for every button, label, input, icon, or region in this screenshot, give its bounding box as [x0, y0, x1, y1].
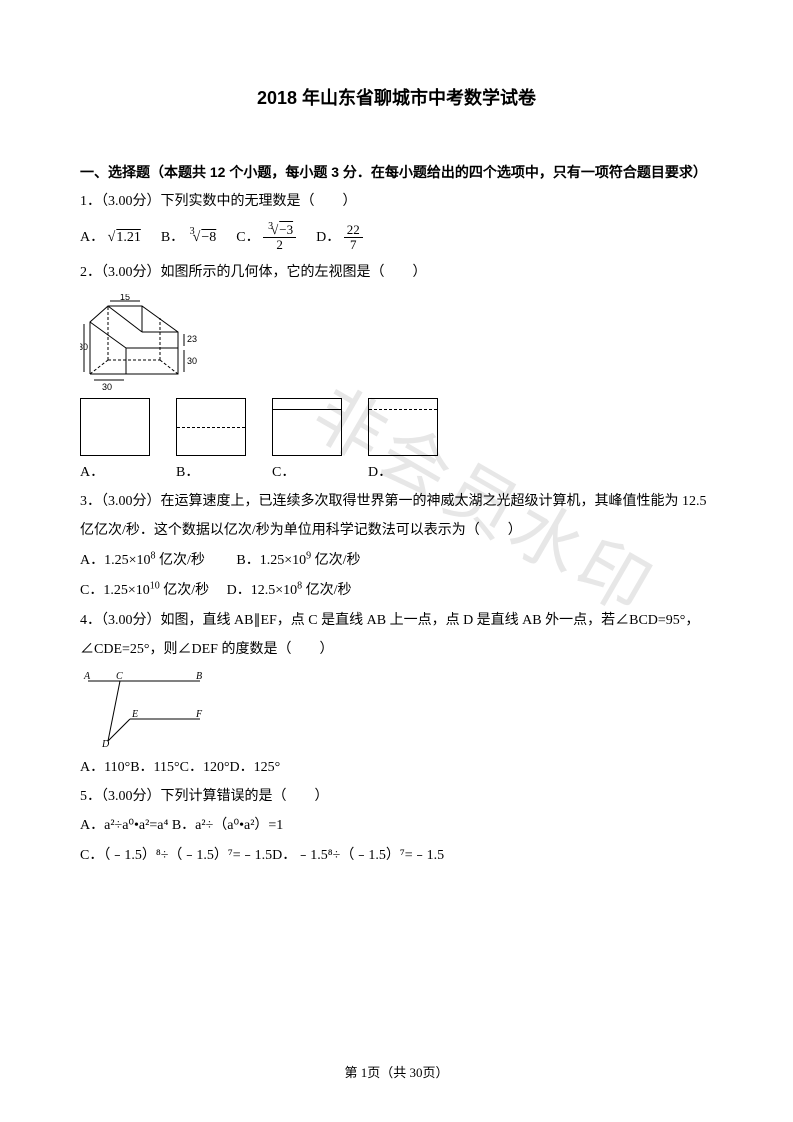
q2-dim-top: 15 — [120, 294, 130, 302]
q1-options: A． √1.21 B． 3√−8 C． 3√−3 2 D． 22 7 — [80, 223, 713, 253]
q5-row1: A．a²÷a⁰•a²=a⁴ B．a²÷（a⁰•a²）=1 — [80, 811, 713, 840]
q2-a-label: A． — [80, 458, 104, 487]
q1-d-den: 7 — [344, 238, 363, 252]
q2-solid-figure: 15 30 30 23 30 — [80, 294, 200, 394]
q2-view-a — [80, 398, 150, 456]
q2-b-label: B． — [176, 458, 199, 487]
section-header: 一、选择题（本题共 12 个小题，每小题 3 分．在每小题给出的四个选项中，只有… — [80, 158, 713, 187]
q5-stem: 5．（3.00分）下列计算错误的是（ ） — [80, 782, 713, 811]
q1-a-val: 1.21 — [115, 230, 141, 245]
q2-view-c — [272, 398, 342, 456]
q2-view-d — [368, 398, 438, 456]
q3-a: A．1.25×108 亿次/秒 — [80, 553, 205, 568]
q1-c-label: C． — [236, 230, 259, 245]
q4-lbl-d: D — [101, 739, 110, 749]
q1-opt-b: B． 3√−8 — [161, 223, 216, 252]
q4-lbl-b: B — [196, 671, 202, 682]
q2-dim-left: 30 — [80, 342, 88, 352]
page-footer: 第 1页（共 30页） — [0, 1059, 793, 1086]
q4-lbl-c: C — [116, 671, 123, 682]
q2-d-label: D． — [368, 458, 392, 487]
q2-dim-bottom: 30 — [102, 382, 112, 392]
q3-d: D．12.5×108 亿次/秒 — [227, 583, 352, 598]
q1-d-label: D． — [316, 230, 340, 245]
exam-title: 2018 年山东省聊城市中考数学试卷 — [80, 80, 713, 118]
q1-d-num: 22 — [344, 223, 363, 238]
q1-b-root: 3 — [190, 226, 195, 237]
q1-c-num: −3 — [278, 222, 293, 237]
q4-figure: A C B E F D — [80, 669, 220, 749]
q3-row2: C．1.25×1010 亿次/秒 D．12.5×108 亿次/秒 — [80, 576, 713, 606]
q4-stem: 4．（3.00分）如图，直线 AB∥EF，点 C 是直线 AB 上一点，点 D … — [80, 606, 713, 665]
q2-view-b — [176, 398, 246, 456]
q5-row2: C．（﹣1.5）⁸÷（﹣1.5）⁷=﹣1.5D．﹣1.5⁸÷（﹣1.5）⁷=﹣1… — [80, 841, 713, 870]
q1-opt-c: C． 3√−3 2 — [236, 223, 296, 253]
q1-a-label: A． — [80, 230, 104, 245]
q2-dim-r2: 30 — [187, 356, 197, 366]
q4-lbl-f: F — [195, 709, 203, 720]
q4-options: A．110°B．115°C．120°D．125° — [80, 753, 713, 782]
q2-stem: 2．（3.00分）如图所示的几何体，它的左视图是（ ） — [80, 258, 713, 287]
q3-c: C．1.25×1010 亿次/秒 — [80, 583, 209, 598]
q1-b-label: B． — [161, 230, 184, 245]
q1-opt-a: A． √1.21 — [80, 223, 141, 252]
q1-c-den: 2 — [263, 238, 296, 252]
q4-lbl-e: E — [131, 709, 138, 720]
q1-c-root: 3 — [268, 221, 273, 232]
q3-b: B．1.25×109 亿次/秒 — [236, 553, 360, 568]
q2-options: A． B． C． D． — [80, 398, 713, 487]
q3-stem: 3．（3.00分）在运算速度上，已连续多次取得世界第一的神威太湖之光超级计算机，… — [80, 487, 713, 546]
q3-row1: A．1.25×108 亿次/秒 B．1.25×109 亿次/秒 — [80, 546, 713, 576]
q1-stem: 1．（3.00分）下列实数中的无理数是（ ） — [80, 187, 713, 216]
q1-opt-d: D． 22 7 — [316, 223, 363, 253]
q4-lbl-a: A — [83, 671, 91, 682]
q2-c-label: C． — [272, 458, 295, 487]
q2-dim-r1: 23 — [187, 334, 197, 344]
q1-b-val: −8 — [200, 230, 216, 245]
